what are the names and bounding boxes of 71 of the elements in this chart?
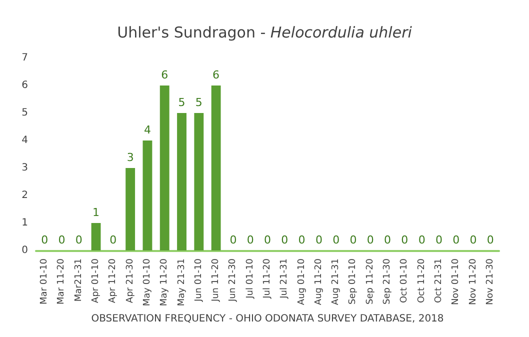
- data-label: 5: [195, 96, 202, 109]
- data-label: 0: [41, 233, 48, 246]
- y-tick-label: 5: [22, 107, 28, 118]
- data-label: 6: [212, 68, 220, 82]
- x-tick-label: Apr 21-30: [125, 258, 136, 304]
- x-tick-label: May 21-31: [176, 258, 187, 306]
- data-label: 0: [452, 233, 460, 246]
- data-label: 0: [230, 233, 237, 246]
- bar: [160, 85, 170, 250]
- x-tick-label: Apr 01-10: [91, 258, 102, 304]
- x-tick-label: Nov 11-20: [468, 258, 478, 306]
- data-label: 5: [178, 96, 186, 109]
- data-label: 0: [298, 233, 306, 246]
- x-tick-label: Nov 21-30: [485, 258, 496, 306]
- x-tick-label: Sep 01-10: [348, 258, 358, 304]
- bar: [194, 112, 204, 250]
- y-tick-label: 6: [22, 80, 28, 91]
- x-tick-label: Oct 11-20: [416, 258, 427, 304]
- x-tick-label: May 01-10: [142, 258, 152, 306]
- x-tick-label: Jul 01-10: [245, 258, 256, 300]
- data-label: 3: [126, 150, 134, 164]
- data-label: 0: [470, 233, 477, 246]
- data-label: 0: [435, 233, 442, 246]
- data-label: 0: [58, 233, 66, 246]
- data-label: 0: [418, 233, 426, 246]
- data-label: 0: [264, 233, 271, 246]
- x-tick-label: May 11-20: [160, 258, 170, 306]
- bar: [177, 112, 186, 250]
- data-label: 0: [366, 233, 374, 246]
- data-label: 0: [401, 233, 408, 246]
- x-tick-label: Jul 21-31: [280, 258, 290, 300]
- bar: [142, 140, 152, 250]
- y-tick-label: 3: [22, 162, 28, 174]
- x-tick-label: Sep 21-30: [382, 258, 393, 304]
- x-tick-label: Nov 01-10: [451, 258, 462, 306]
- x-tick-label: Jun 21-30: [228, 258, 238, 303]
- bar: [126, 168, 136, 250]
- data-label: 4: [144, 123, 151, 136]
- chart-title: Uhler's Sundragon - Helocordulia uhleri: [117, 24, 413, 42]
- data-label: 0: [281, 233, 288, 246]
- data-label: 0: [315, 233, 322, 246]
- bar: [211, 85, 221, 250]
- data-label: 1: [92, 206, 100, 219]
- y-tick-label: 0: [22, 244, 28, 256]
- data-label: 0: [110, 233, 117, 246]
- y-tick-label: 7: [22, 52, 28, 64]
- x-tick-label: Jun 11-20: [211, 258, 222, 303]
- x-tick-label: Oct 01-10: [400, 258, 410, 304]
- x-tick-label: Aug 11-20: [314, 258, 324, 306]
- y-tick-label: 1: [22, 217, 28, 228]
- y-tick-label: 4: [22, 134, 28, 146]
- data-label: 0: [332, 233, 340, 246]
- bar: [91, 222, 101, 250]
- x-tick-label: Jul 11-20: [262, 258, 272, 300]
- data-label: 0: [486, 233, 494, 246]
- data-label: 0: [384, 233, 392, 246]
- x-tick-label: Jun 01-10: [194, 258, 204, 303]
- x-tick-label: Apr 11-20: [108, 258, 118, 304]
- x-tick-label: Aug 01-10: [296, 258, 307, 306]
- data-label: 0: [350, 233, 357, 246]
- y-tick-label: 2: [22, 190, 28, 201]
- x-tick-label: Mar21-31: [74, 258, 84, 302]
- x-tick-label: Sep 11-20: [365, 258, 376, 304]
- data-label: 0: [246, 233, 254, 246]
- x-tick-label: Aug 21-31: [331, 258, 342, 306]
- data-label: 0: [75, 233, 82, 246]
- x-tick-label: Mar 01-10: [40, 258, 50, 304]
- x-axis-title: OBSERVATION FREQUENCY - OHIO ODONATA SURVEY DATABASE, 2018: [91, 314, 444, 324]
- data-label: 6: [161, 68, 168, 82]
- x-tick-label: Oct 21-31: [434, 258, 444, 304]
- x-tick-label: Mar 11-20: [56, 258, 67, 304]
